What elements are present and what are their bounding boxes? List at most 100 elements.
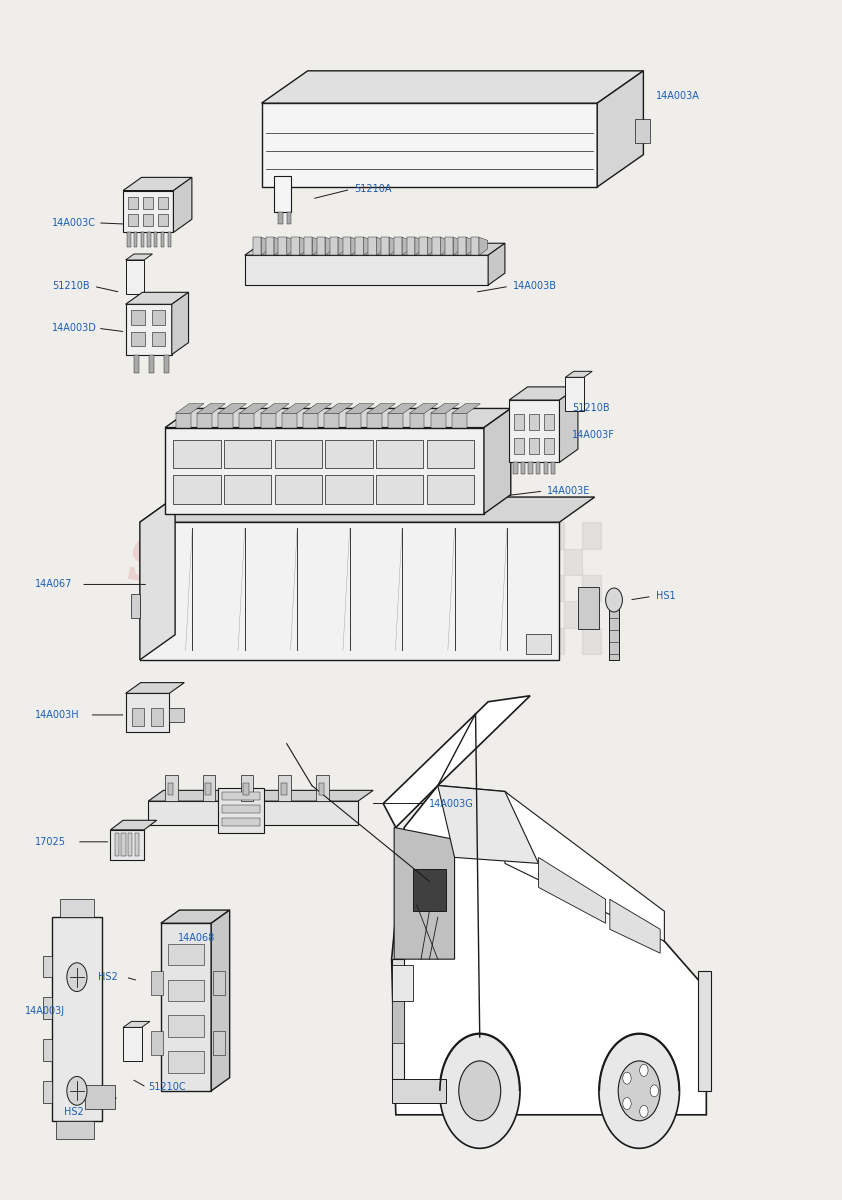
Polygon shape [43,997,51,1019]
Polygon shape [383,696,530,828]
Circle shape [459,1061,501,1121]
Polygon shape [274,176,291,212]
Polygon shape [168,1015,205,1037]
Polygon shape [610,899,660,953]
Circle shape [605,588,622,612]
Polygon shape [173,475,221,504]
Polygon shape [85,1085,115,1109]
Polygon shape [546,522,563,548]
Polygon shape [300,238,308,256]
Polygon shape [428,238,436,256]
Text: 14A003A: 14A003A [656,91,700,101]
Polygon shape [419,240,436,256]
Polygon shape [440,238,449,256]
Polygon shape [392,965,413,1001]
Polygon shape [392,786,706,1115]
Polygon shape [287,238,296,256]
Polygon shape [445,240,461,256]
Polygon shape [125,254,152,260]
Polygon shape [394,240,411,256]
Polygon shape [409,413,424,427]
Polygon shape [222,792,260,800]
Polygon shape [121,834,125,857]
Polygon shape [355,240,372,256]
Polygon shape [388,413,403,427]
Text: 14A003C: 14A003C [51,218,96,228]
Polygon shape [514,462,518,474]
Polygon shape [488,244,505,286]
Circle shape [640,1064,648,1076]
Polygon shape [123,1027,141,1061]
Polygon shape [164,354,169,372]
Polygon shape [343,240,360,256]
Polygon shape [218,788,264,834]
Polygon shape [168,1051,205,1073]
Polygon shape [110,821,157,830]
Polygon shape [388,403,417,413]
Polygon shape [165,408,511,427]
Text: HS2: HS2 [98,972,118,982]
Polygon shape [376,439,424,468]
Polygon shape [407,240,424,256]
Polygon shape [490,548,509,575]
Polygon shape [521,462,525,474]
Polygon shape [125,694,169,732]
Polygon shape [355,238,364,256]
Polygon shape [509,575,527,601]
Circle shape [67,1076,87,1105]
Polygon shape [539,858,605,923]
Text: 51210A: 51210A [354,185,392,194]
Text: 14A003D: 14A003D [51,323,97,334]
Polygon shape [458,238,466,256]
Polygon shape [197,403,226,413]
Text: 14A003B: 14A003B [514,281,557,292]
Polygon shape [367,413,382,427]
Polygon shape [527,601,546,628]
Polygon shape [151,971,163,995]
Polygon shape [218,403,247,413]
Polygon shape [367,403,396,413]
Polygon shape [135,834,139,857]
Polygon shape [245,256,488,286]
Polygon shape [131,311,145,325]
Polygon shape [609,606,619,660]
Polygon shape [241,775,253,802]
Polygon shape [287,212,291,224]
Polygon shape [211,910,230,1091]
Polygon shape [261,403,289,413]
Polygon shape [392,1079,446,1103]
Polygon shape [381,240,397,256]
Polygon shape [274,475,322,504]
Polygon shape [128,197,138,209]
Polygon shape [427,475,474,504]
Polygon shape [330,238,338,256]
Polygon shape [317,240,333,256]
Polygon shape [432,240,449,256]
Polygon shape [266,238,274,256]
Circle shape [67,962,87,991]
Polygon shape [173,439,221,468]
Polygon shape [262,103,597,187]
Polygon shape [565,377,584,410]
Polygon shape [261,413,275,427]
Text: 14A003F: 14A003F [572,430,615,439]
Polygon shape [514,438,525,454]
Polygon shape [168,943,205,965]
Polygon shape [351,238,360,256]
Polygon shape [376,238,385,256]
Polygon shape [546,575,563,601]
Polygon shape [578,587,599,629]
Polygon shape [392,1001,404,1043]
Polygon shape [484,408,511,514]
Polygon shape [545,438,554,454]
Polygon shape [131,594,140,618]
Text: 51210B: 51210B [51,281,89,292]
Polygon shape [239,413,254,427]
Polygon shape [505,792,664,941]
Polygon shape [514,414,525,430]
Polygon shape [545,414,554,430]
Polygon shape [419,238,428,256]
Polygon shape [123,191,173,233]
Polygon shape [509,400,559,462]
Polygon shape [115,834,119,857]
